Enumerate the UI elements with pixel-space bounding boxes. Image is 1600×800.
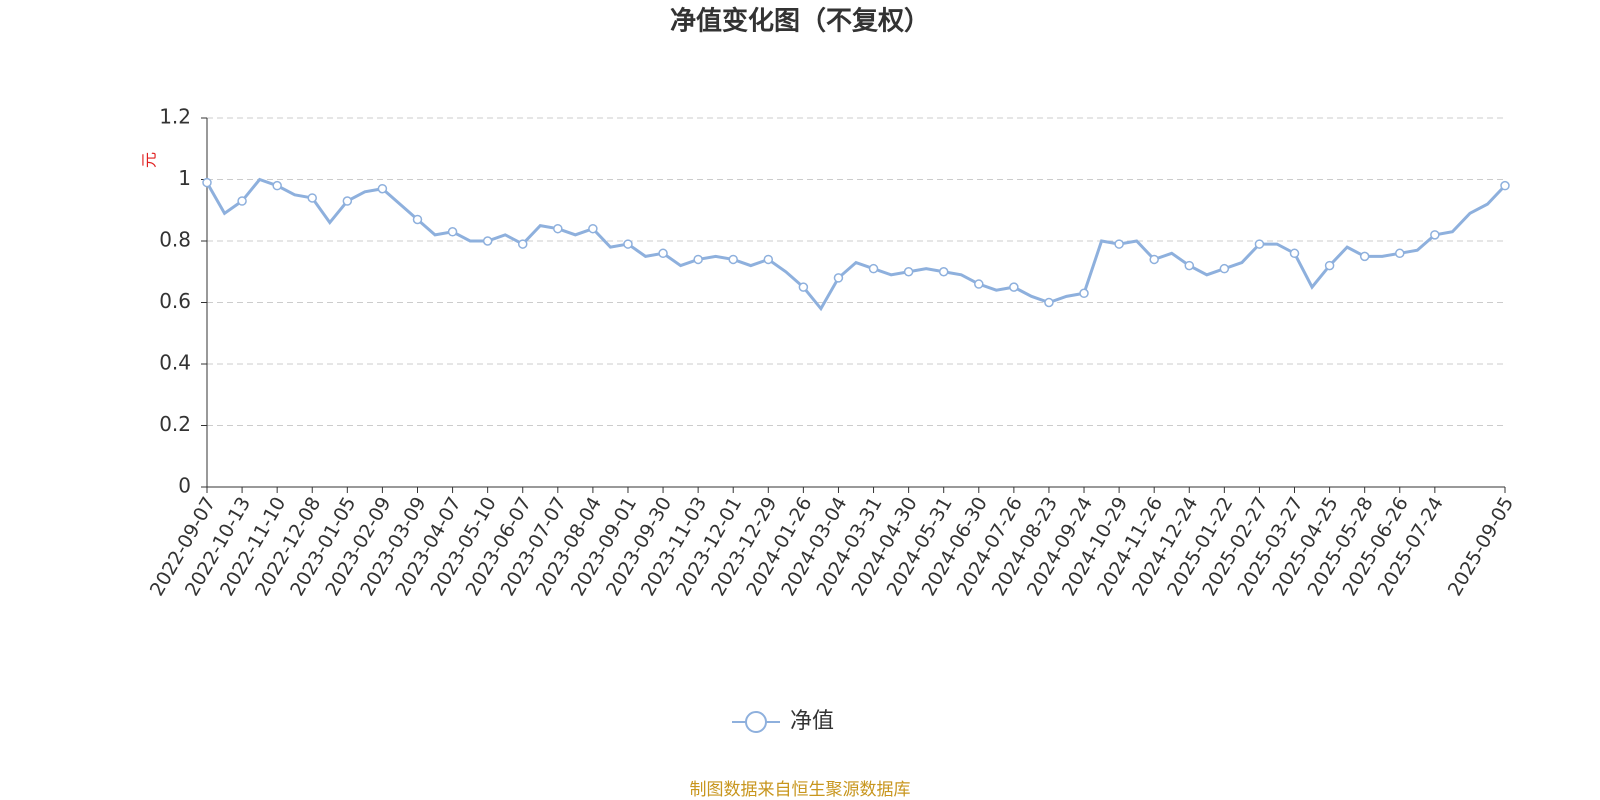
point — [447, 227, 458, 237]
legend-marker — [745, 711, 767, 733]
point — [1044, 297, 1054, 308]
x-tick-label: 2025-09-05 — [1444, 493, 1518, 600]
point — [623, 239, 633, 249]
y-tick-label: 0 — [178, 474, 191, 498]
point — [553, 223, 563, 234]
point — [272, 180, 282, 191]
point — [833, 273, 844, 283]
point — [1219, 263, 1230, 274]
point — [903, 267, 914, 277]
chart-title: 净值变化图（不复权） — [670, 6, 930, 37]
point — [693, 254, 703, 265]
point — [1395, 248, 1405, 259]
y-tick-label: 0.4 — [159, 351, 191, 375]
point — [868, 263, 879, 274]
point — [1114, 239, 1124, 249]
y-tick-label: 0.8 — [159, 228, 191, 252]
point — [974, 279, 984, 289]
point — [377, 183, 388, 194]
y-tick-label: 1.2 — [159, 105, 191, 129]
point — [1500, 180, 1510, 191]
point — [798, 282, 809, 292]
point — [202, 177, 212, 188]
y-tick-label: 0.6 — [159, 289, 191, 313]
point — [342, 196, 353, 206]
point — [658, 248, 668, 259]
point — [588, 223, 598, 234]
point — [1430, 230, 1440, 240]
y-tick-label: 1 — [178, 166, 191, 190]
y-axis-label: 元 — [140, 152, 159, 168]
point — [763, 254, 774, 265]
series-line — [205, 177, 1507, 312]
point — [1324, 260, 1335, 271]
y-tick-label: 0.2 — [159, 412, 191, 436]
point — [1359, 251, 1370, 262]
point — [412, 214, 423, 225]
point — [307, 193, 317, 203]
point — [1289, 248, 1300, 259]
legend-label: 净值 — [790, 709, 834, 734]
point — [1079, 288, 1089, 299]
point — [1149, 254, 1159, 265]
point — [482, 236, 493, 246]
point — [728, 254, 738, 265]
point — [517, 239, 528, 249]
point — [1184, 260, 1195, 271]
point — [938, 267, 949, 277]
point — [1009, 282, 1019, 292]
point — [237, 196, 247, 206]
source-note: 制图数据来自恒生聚源数据库 — [690, 780, 911, 800]
point — [1254, 239, 1265, 249]
